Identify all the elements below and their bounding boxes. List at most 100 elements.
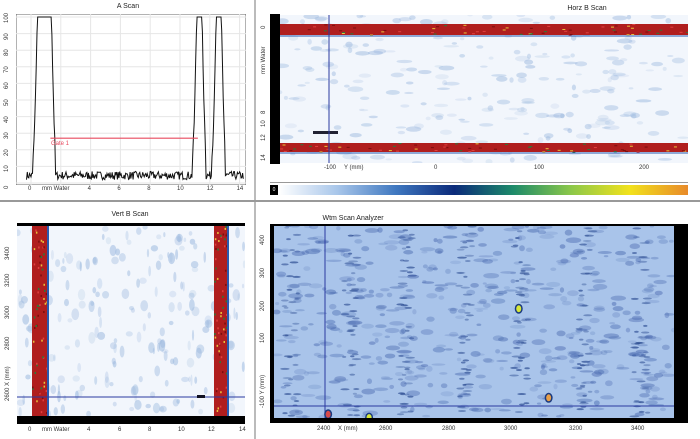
horz-b-scan-plot[interactable]: [280, 15, 688, 163]
scan-noise: [603, 125, 620, 130]
a-scan-plot[interactable]: [16, 14, 246, 185]
scan-noise: [585, 338, 595, 343]
scan-noise: [367, 50, 383, 56]
scan-noise: [616, 38, 633, 44]
scan-noise: [18, 300, 25, 309]
scan-noise: [626, 15, 632, 20]
scan-noise: [333, 125, 342, 130]
band-speckle: [613, 151, 617, 153]
horz-b-scan-x-unit: Y (mm): [344, 165, 364, 171]
scan-stripe: [284, 393, 292, 396]
scan-noise: [417, 367, 426, 371]
scan-noise: [325, 319, 336, 325]
scan-noise: [526, 53, 532, 59]
scan-stripe: [578, 338, 584, 341]
scan-noise: [481, 107, 494, 112]
scan-noise: [383, 400, 391, 403]
scan-noise: [383, 240, 400, 245]
scan-noise: [412, 161, 423, 163]
band-speckle: [36, 400, 38, 403]
scan-noise: [293, 298, 302, 303]
band-speckle: [430, 32, 434, 34]
scan-noise: [615, 250, 626, 256]
scan-stripe: [523, 402, 530, 405]
scan-noise: [63, 251, 67, 259]
scan-noise: [516, 72, 527, 78]
a-scan-x-tick: 12: [206, 186, 214, 192]
scan-noise: [640, 336, 647, 341]
band-speckle: [220, 234, 222, 237]
scan-noise: [190, 260, 199, 269]
scan-stripe: [520, 269, 526, 272]
horz-b-scan-x-tick: 100: [534, 165, 545, 171]
scan-noise: [364, 228, 380, 233]
scan-noise: [523, 132, 530, 135]
scan-noise: [597, 251, 612, 254]
scan-stripe: [639, 361, 646, 364]
scan-noise: [450, 260, 462, 265]
band-speckle: [40, 274, 42, 277]
band-speckle: [398, 143, 402, 145]
scan-noise: [292, 96, 306, 102]
scan-noise: [623, 44, 632, 50]
scan-noise: [204, 319, 213, 328]
scan-stripe: [641, 331, 650, 334]
scan-noise: [336, 344, 342, 348]
scan-noise: [459, 334, 467, 340]
scan-noise: [599, 339, 610, 344]
scan-noise: [567, 290, 579, 297]
scan-noise: [361, 246, 370, 252]
scan-stripe: [285, 334, 293, 337]
scan-stripe: [398, 378, 404, 381]
scan-stripe: [638, 256, 648, 259]
scan-noise: [284, 335, 299, 340]
scan-noise: [476, 309, 484, 312]
scan-stripe: [634, 400, 640, 403]
scan-stripe: [347, 349, 354, 352]
scan-noise: [359, 96, 370, 101]
band-speckle: [224, 331, 227, 334]
band-speckle: [217, 407, 219, 410]
scan-noise: [326, 326, 337, 329]
scan-noise: [645, 400, 658, 405]
scan-noise: [176, 233, 183, 242]
scan-noise: [377, 227, 383, 233]
scan-noise: [375, 356, 383, 361]
scan-noise: [328, 380, 341, 384]
scan-noise: [534, 384, 542, 388]
scan-noise: [154, 286, 158, 297]
scan-stripe: [579, 364, 586, 367]
scan-noise: [574, 61, 588, 67]
scan-noise: [74, 339, 81, 348]
scan-stripe: [630, 297, 639, 300]
scan-stripe: [631, 371, 637, 374]
vert-b-scan-plot[interactable]: [17, 226, 245, 416]
scan-noise: [473, 258, 489, 263]
scan-noise: [575, 133, 589, 139]
scan-noise: [533, 226, 540, 230]
color-scale-bar[interactable]: 0: [270, 182, 688, 196]
band-speckle: [214, 238, 217, 241]
scan-stripe: [340, 388, 350, 391]
scan-noise: [573, 354, 578, 358]
scan-noise: [531, 339, 546, 346]
scan-noise: [375, 324, 387, 329]
scan-noise: [92, 256, 98, 266]
scan-noise: [619, 114, 631, 118]
scan-noise: [60, 265, 67, 273]
scan-noise: [571, 84, 576, 91]
scan-stripe: [399, 269, 409, 272]
scan-stripe: [456, 248, 465, 251]
scan-stripe: [351, 288, 360, 291]
scan-noise: [645, 69, 655, 72]
scan-noise: [25, 374, 31, 380]
c-scan-plot[interactable]: [274, 226, 674, 418]
scan-noise: [50, 249, 54, 260]
band-speckle: [43, 297, 45, 300]
scan-noise: [349, 132, 362, 138]
scan-noise: [510, 279, 516, 284]
scan-noise: [527, 228, 540, 233]
scan-noise: [628, 351, 645, 357]
scan-noise: [630, 114, 637, 119]
scan-noise: [378, 242, 389, 246]
